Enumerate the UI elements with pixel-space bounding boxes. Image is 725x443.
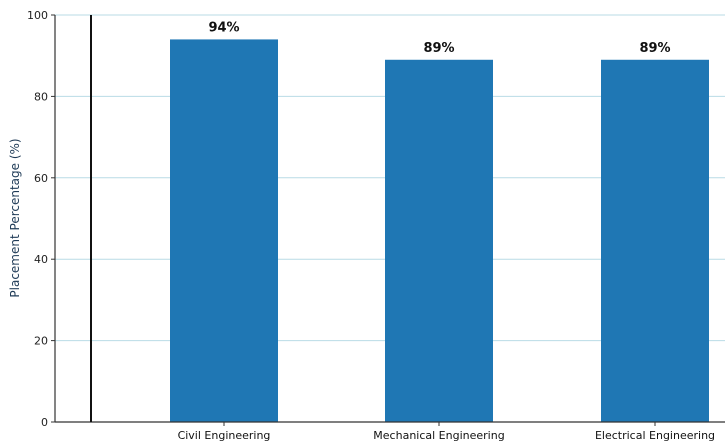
bars — [170, 39, 709, 423]
y-tick-label: 80 — [34, 90, 48, 103]
y-tick-label: 100 — [27, 9, 48, 22]
y-tick-label: 0 — [41, 416, 48, 429]
axes — [51, 14, 725, 426]
labels: 0 20 40 60 80 100 94% Civil Engineering 89% Mecha… — [27, 9, 715, 442]
data-label: 89% — [639, 41, 670, 56]
bar — [385, 59, 493, 423]
y-tick-label: 60 — [34, 172, 48, 185]
y-axis-title: Placement Percentage (%) — [8, 138, 22, 297]
data-label: 89% — [423, 41, 454, 56]
x-tick-label: Mechanical Engineering — [373, 429, 504, 442]
y-tick-label: 20 — [34, 335, 48, 348]
y-tick-label: 40 — [34, 253, 48, 266]
bar — [601, 59, 709, 423]
data-label: 94% — [208, 20, 239, 35]
x-tick-label: Civil Engineering — [178, 429, 271, 442]
bar — [170, 39, 278, 423]
x-tick-label: Electrical Engineering — [595, 429, 715, 442]
